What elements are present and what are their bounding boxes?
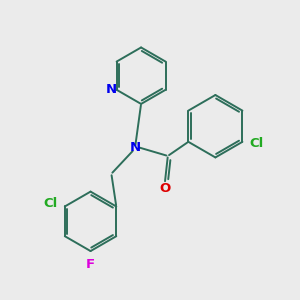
Text: O: O [159, 182, 170, 195]
Text: N: N [130, 140, 141, 154]
Text: Cl: Cl [250, 137, 264, 150]
Text: Cl: Cl [43, 197, 57, 210]
Text: N: N [106, 83, 117, 96]
Text: F: F [86, 259, 95, 272]
